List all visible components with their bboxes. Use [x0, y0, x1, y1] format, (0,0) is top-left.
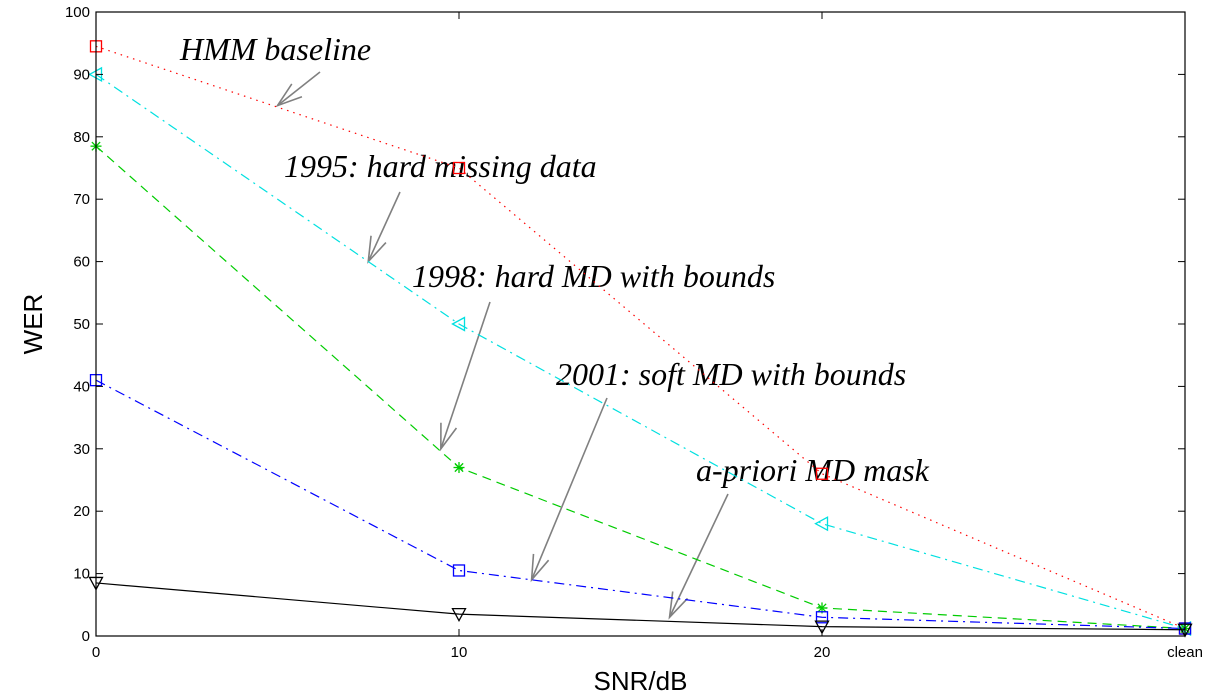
series-2	[88, 66, 1192, 637]
plot-frame	[95, 11, 1186, 637]
data-point	[814, 620, 830, 635]
x-tick-label: clean	[1167, 644, 1203, 661]
series-5	[88, 576, 1193, 638]
annotation-arrowhead	[668, 591, 689, 620]
annotation-arrow	[440, 301, 491, 450]
x-tick-label: 0	[92, 644, 100, 661]
annotation-label: 1995: hard missing data	[284, 148, 597, 184]
annotation-3: 1998: hard MD with bounds	[412, 258, 775, 452]
annotation-label: 1998: hard MD with bounds	[412, 258, 775, 294]
y-tick-label: 90	[73, 66, 90, 83]
series-line	[95, 73, 1186, 630]
axes-layer: 0 10 20 30 40 50 60 70 80 90 100 0 10 20 clean	[65, 4, 1203, 661]
annotation-1: HMM baseline	[179, 31, 371, 108]
y-axis-label: WER	[18, 294, 48, 355]
asterisk-stroke	[454, 462, 464, 473]
annotation-arrowhead	[367, 235, 387, 264]
annotation-label: HMM baseline	[179, 31, 371, 67]
series-1	[89, 40, 1192, 635]
y-tick-label: 70	[73, 191, 90, 208]
data-point	[452, 564, 466, 577]
annotation-5: a-priori MD mask	[668, 452, 930, 620]
asterisk-stroke	[817, 603, 827, 613]
series-line	[95, 145, 1186, 630]
annotation-arrow	[530, 397, 608, 581]
series-line	[95, 582, 1186, 631]
data-point	[451, 316, 466, 332]
annotation-2: 1995: hard missing data	[284, 148, 597, 264]
data-point	[452, 161, 466, 175]
x-tick-label: 10	[451, 644, 468, 661]
annotation-arrow	[367, 191, 401, 262]
data-point	[816, 602, 828, 614]
annotation-arrowhead	[275, 83, 303, 108]
annotations-layer: HMM baseline 1995: hard missing data 1998:…	[179, 31, 930, 620]
y-tick-label: 40	[73, 378, 90, 395]
data-point	[815, 467, 829, 480]
annotation-arrow	[277, 71, 321, 107]
y-tick-label: 60	[73, 254, 90, 271]
annotation-label: 2001: soft MD with bounds	[556, 356, 906, 392]
annotation-4: 2001: soft MD with bounds	[530, 356, 906, 583]
data-point	[451, 608, 467, 623]
y-tick-label: 20	[73, 503, 90, 520]
x-tick-label: 20	[814, 644, 831, 661]
y-tick-label: 10	[73, 566, 90, 583]
data-point	[815, 611, 829, 624]
y-tick-label: 80	[73, 129, 90, 146]
series-line	[95, 45, 1186, 630]
annotation-arrowhead	[530, 553, 550, 583]
x-axis-label: SNR/dB	[594, 666, 688, 695]
series-line	[95, 379, 1186, 630]
y-tick-label: 100	[65, 4, 90, 21]
annotation-arrow	[668, 493, 729, 618]
series-layer	[88, 40, 1193, 638]
series-4	[89, 374, 1192, 635]
y-tick-label: 50	[73, 316, 90, 333]
y-tick-label: 0	[82, 628, 90, 645]
annotation-arrowhead	[440, 422, 458, 452]
y-tick-label: 30	[73, 441, 90, 458]
annotation-label: a-priori MD mask	[696, 452, 930, 488]
data-point	[453, 462, 465, 474]
data-point	[814, 516, 829, 532]
